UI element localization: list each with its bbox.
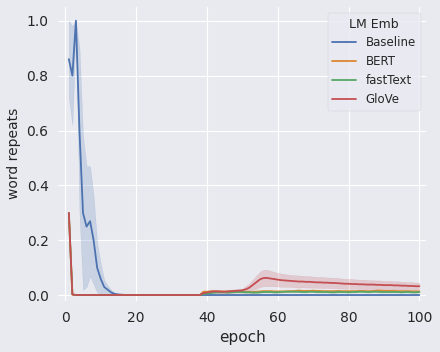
Baseline [155,293,160,297]
X-axis label: epoch: epoch [219,330,266,345]
fastText [73,293,79,297]
BERT [151,293,157,297]
BERT [392,289,397,293]
BERT [417,289,422,294]
BERT [250,290,256,294]
GloVe [73,293,79,297]
Line: Baseline: Baseline [69,21,419,295]
fastText [151,293,157,297]
Baseline [282,293,287,297]
fastText [137,293,142,297]
fastText [417,290,422,294]
BERT [137,293,142,297]
GloVe [151,293,157,297]
GloVe [137,293,142,297]
fastText [279,290,284,294]
Baseline [254,293,259,297]
Y-axis label: word repeats: word repeats [7,108,21,200]
GloVe [417,284,422,288]
BERT [279,289,284,294]
fastText [403,290,408,294]
fastText [66,211,71,215]
GloVe [392,283,397,288]
Baseline [123,293,128,297]
Baseline [417,293,422,297]
Legend: Baseline, BERT, fastText, GloVe: Baseline, BERT, fastText, GloVe [328,13,421,111]
BERT [66,211,71,215]
Baseline [140,293,146,297]
GloVe [250,283,256,287]
fastText [392,290,397,294]
Baseline [406,293,411,297]
GloVe [403,284,408,288]
Line: fastText: fastText [69,213,419,295]
Line: GloVe: GloVe [69,213,419,295]
Baseline [66,57,71,61]
GloVe [66,211,71,215]
BERT [403,289,408,293]
Baseline [73,19,79,23]
BERT [73,293,79,297]
Line: BERT: BERT [69,213,419,295]
fastText [250,290,256,295]
GloVe [279,278,284,282]
Baseline [396,293,401,297]
